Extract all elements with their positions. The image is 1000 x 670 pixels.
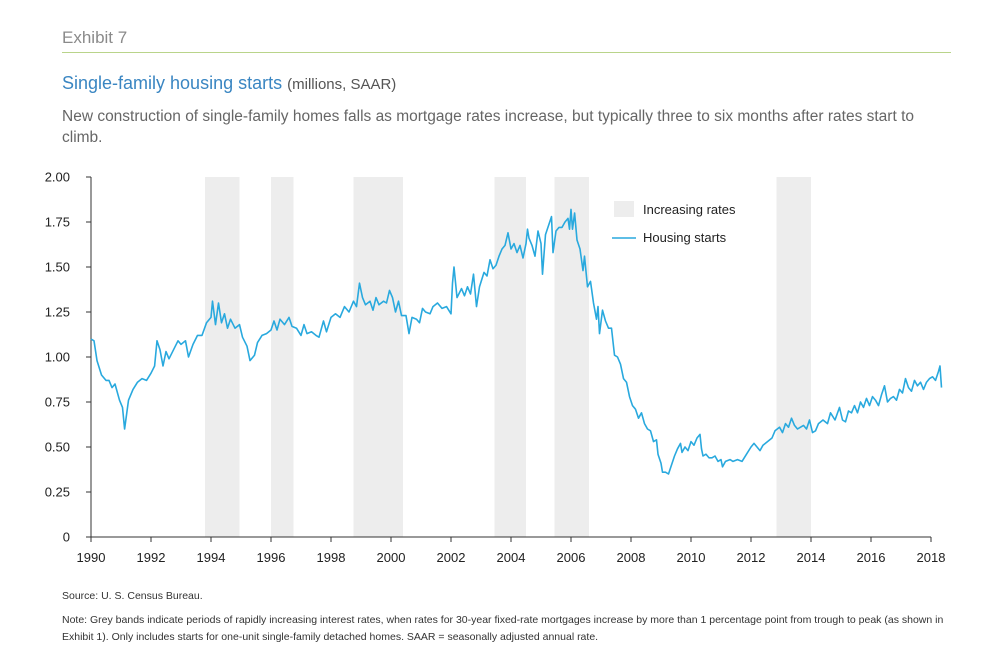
x-tick-label: 2000: [377, 550, 406, 565]
rate-band-3: [353, 177, 403, 537]
y-tick-label: 1.00: [45, 350, 70, 365]
source-note: Source: U. S. Census Bureau.: [62, 590, 203, 602]
rate-band-1: [205, 177, 240, 537]
housing-starts-line: [90, 208, 943, 475]
legend-band-label: Increasing rates: [643, 202, 736, 217]
rate-bands: [205, 177, 811, 537]
rate-band-6: [776, 177, 811, 537]
housing-starts-chart: 0 0.25 0.50 0.75 1.00 1.25 1.50 1.75 2.00 1990 199…: [45, 170, 946, 566]
x-tick-label: 1990: [77, 550, 106, 565]
chart-axes: 0 0.25 0.50 0.75 1.00 1.25 1.50 1.75 2.00 1990 199…: [45, 170, 946, 566]
x-tick-label: 2008: [617, 550, 646, 565]
y-tick-label: 0.25: [45, 485, 70, 500]
legend-band-swatch: [614, 201, 634, 217]
y-tick-label: 1.25: [45, 305, 70, 320]
x-tick-label: 1998: [317, 550, 346, 565]
header-rule: [62, 52, 951, 53]
x-tick-label: 2010: [677, 550, 706, 565]
x-tick-label: 1992: [137, 550, 166, 565]
y-tick-label: 2.00: [45, 170, 70, 185]
footnote: Note: Grey bands indicate periods of rap…: [62, 614, 944, 643]
legend-line-label: Housing starts: [643, 230, 727, 245]
x-tick-label: 2014: [797, 550, 826, 565]
rate-band-5: [554, 177, 589, 537]
rate-band-2: [271, 177, 294, 537]
x-tick-label: 2002: [437, 550, 466, 565]
housing-starts-line-group: [90, 208, 943, 475]
x-tick-label: 2004: [497, 550, 526, 565]
chart-units: (millions, SAAR): [287, 76, 397, 93]
x-tick-label: 2006: [557, 550, 586, 565]
y-tick-label: 0: [63, 530, 70, 545]
chart-legend: Increasing rates Housing starts: [612, 201, 736, 245]
x-tick-label: 1996: [257, 550, 286, 565]
y-tick-label: 0.50: [45, 440, 70, 455]
y-tick-label: 0.75: [45, 395, 70, 410]
exhibit-label: Exhibit 7: [62, 28, 128, 47]
x-tick-label: 2016: [857, 550, 886, 565]
rate-band-4: [494, 177, 526, 537]
chart-title: Single-family housing starts (millions, …: [62, 73, 396, 94]
chart-title-text: Single-family housing starts: [62, 73, 283, 93]
x-tick-label: 2018: [917, 550, 946, 565]
x-tick-label: 2012: [737, 550, 766, 565]
y-tick-label: 1.75: [45, 215, 70, 230]
x-tick-label: 1994: [197, 550, 226, 565]
chart-subtitle: New construction of single-family homes …: [62, 108, 915, 146]
y-tick-label: 1.50: [45, 260, 70, 275]
